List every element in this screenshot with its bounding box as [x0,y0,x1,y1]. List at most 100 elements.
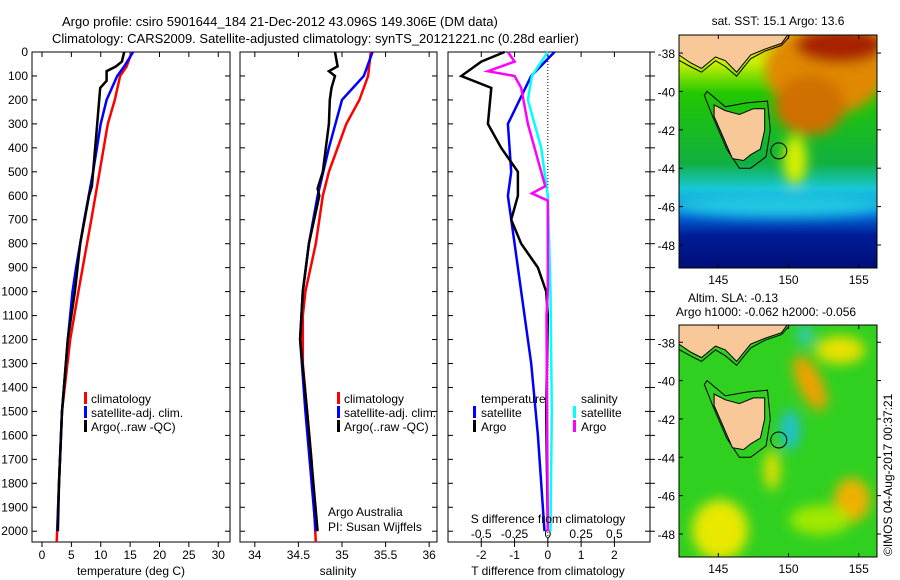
y-tick-label: 1500 [1,404,28,418]
x-tick-label: 25 [182,548,196,562]
x2-tick-label: -0.5 [471,527,492,541]
y-tick-label: 0 [21,45,28,59]
x-tick-label: 20 [153,548,167,562]
lat-tick-label: -44 [658,451,676,465]
legend-label-climatology: climatology [344,392,404,406]
tasmania-shelf-contour [703,90,771,169]
x-tick-label: 1 [578,548,585,562]
y-tick-label: 1000 [1,285,28,299]
legend-swatch-climatology [84,392,87,404]
x-tick-label: 34.5 [287,548,311,562]
sla-map-title-1: Altim. SLA: -0.13 [688,291,778,305]
legend-label-argo: Argo(..raw -QC) [91,420,176,434]
y-tick-label: 200 [8,93,28,107]
x2-tick-label: 0 [544,527,551,541]
series-line-argo-raw-qc [298,51,339,532]
tasmania [713,393,766,451]
legend-header-salinity: salinity [581,392,618,406]
legend-label-satellite: satellite-adj. clim. [344,406,436,420]
x2-axis-label-s-difference: S difference from climatology [471,512,626,526]
sla-high-4 [692,500,748,557]
y-tick-label: 1400 [1,380,28,394]
lat-tick-label: -38 [658,336,676,350]
temperature-legend: climatology satellite-adj. clim. Argo(..… [84,392,183,434]
x-tick-label: 5 [68,548,75,562]
x2-tick-label: -0.25 [501,527,529,541]
y-tick-label: 1800 [1,476,28,490]
y-tick-label: 900 [8,261,28,275]
tasmania [713,104,766,162]
sst-map-title: sat. SST: 15.1 Argo: 13.6 [712,14,845,28]
x-tick-label: 0 [544,548,551,562]
legend-header-temperature: temperature [481,392,546,406]
x-tick-label: 0 [39,548,46,562]
series-line-s-satellite [526,51,554,532]
sst-map-frame [678,34,878,269]
legend-swatch-t-argo [473,420,476,432]
argo-float-position-marker [770,431,788,449]
lat-tick-label: -38 [658,47,676,61]
lat-tick-label: -46 [658,201,676,215]
shelf-contour [679,35,791,77]
sla-high-1 [793,355,827,411]
x-axis-label-t-difference: T difference from climatology [471,564,625,578]
title-line-1: Argo profile: csiro 5901644_184 21-Dec-2… [62,14,498,29]
lat-tick-label: -44 [658,162,676,176]
title-line-2: Climatology: CARS2009. Satellite-adjuste… [52,31,579,46]
plot-frame [239,51,438,543]
lon-tick-label: 145 [708,562,728,576]
sla-map-frame [678,324,878,558]
plot-frame [447,51,651,543]
y-tick-label: 500 [8,165,28,179]
y-tick-label: 400 [8,141,28,155]
series-line-s-argo [483,51,550,532]
plot-frame [31,51,231,543]
lon-tick-label: 145 [708,273,728,287]
x-tick-label: 2 [611,548,618,562]
legend-label-t-satellite: satellite [481,406,522,420]
argo-float-position-marker [770,142,788,160]
sst-map [679,35,877,268]
legend-label-s-argo: Argo [581,420,607,434]
x2-tick-label: 0.25 [569,527,593,541]
x-axis-label-salinity: salinity [320,564,357,578]
mainland-australia [679,35,789,73]
sst-cyan-band [679,193,877,217]
y-tick-label: 700 [8,213,28,227]
salinity-panel: 34 34.5 35 35.5 36 [239,51,438,562]
y-tick-label: 800 [8,237,28,251]
difference-panel: -2 -1 0 1 2 -0.5 -0.25 0 0.25 0.5 [447,50,655,562]
x-tick-label: 10 [94,548,108,562]
x-tick-label: -1 [509,548,520,562]
legend-label-argo: Argo(..raw -QC) [344,420,429,434]
y-tick-label: 2000 [1,524,28,538]
y-tick-label: 600 [8,189,28,203]
y-tick-label: 1200 [1,333,28,347]
legend-swatch-satellite [84,406,87,418]
sst-warm-region-2 [775,75,845,135]
lon-tick-label: 155 [849,273,869,287]
x2-tick-label: 0.5 [606,527,623,541]
lat-tick-label: -48 [658,239,676,253]
credit-timestamp: ©IMOS 04-Aug-2017 00:37:21 [881,393,895,556]
temperature-panel: 0100200300400500600700800900100011001200… [1,45,231,562]
y-tick-label: 100 [8,69,28,83]
x-tick-label: 15 [123,548,137,562]
legend-swatch-climatology [337,392,340,404]
series-line-satellite-adj-clim [56,51,135,532]
annotation-argo-australia: Argo Australia [328,505,403,519]
x-axis-label-temperature: temperature (deg C) [77,564,185,578]
y-tick-label: 1700 [1,452,28,466]
lat-tick-label: -42 [658,413,676,427]
legend-label-t-argo: Argo [481,420,507,434]
legend-label-climatology: climatology [91,392,151,406]
lon-tick-label: 150 [779,273,799,287]
series-line-climatology [55,51,134,543]
x-tick-label: 35.5 [374,548,398,562]
tasmania-shelf-contour [703,379,771,458]
legend-swatch-s-satellite [573,406,576,418]
legend-swatch-t-satellite [473,406,476,418]
lon-tick-label: 150 [779,562,799,576]
sla-mid [790,505,850,535]
